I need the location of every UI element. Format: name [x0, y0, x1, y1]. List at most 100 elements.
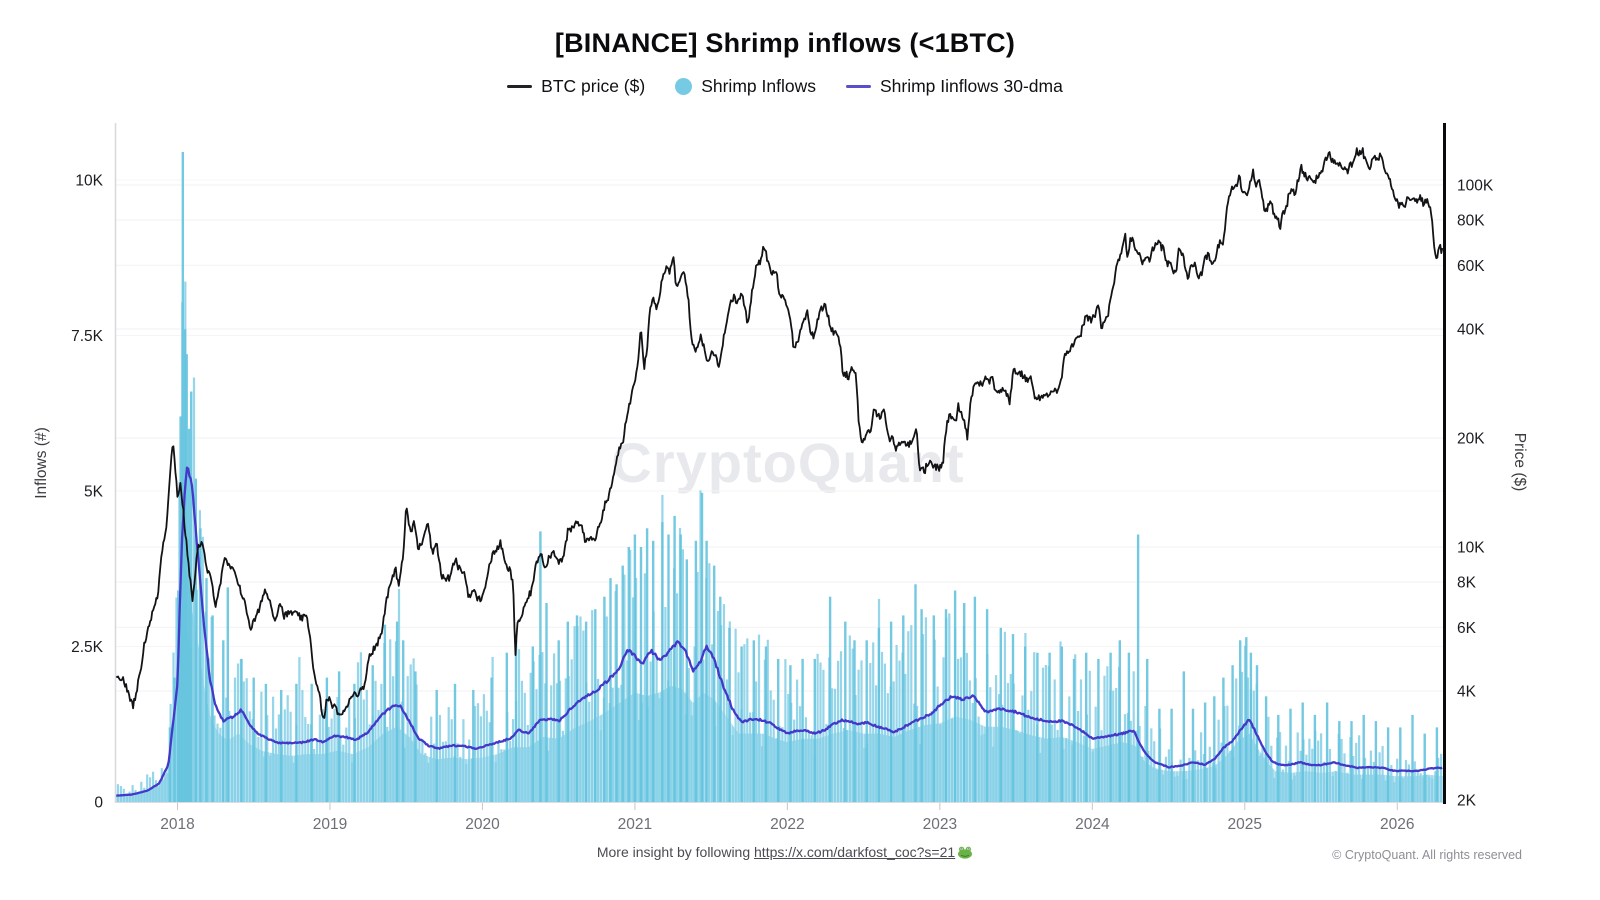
inflow-bar: [948, 613, 951, 802]
inflow-spike-bar: [813, 658, 816, 802]
inflow-spike-bar: [1277, 714, 1280, 802]
inflow-spike-bar: [1325, 702, 1329, 802]
inflow-bar: [596, 678, 600, 802]
inflow-bar: [474, 706, 477, 802]
inflow-bar: [731, 735, 734, 802]
inflow-bar: [1252, 690, 1255, 802]
inflow-bar: [971, 703, 974, 802]
inflow-bar: [348, 701, 351, 802]
inflow-bar: [798, 706, 802, 802]
inflow-bar: [1138, 725, 1141, 802]
inflow-bar: [1352, 756, 1355, 802]
inflow-spike-bar: [713, 565, 716, 802]
inflow-bar: [418, 738, 421, 802]
inflow-bar: [1396, 758, 1399, 802]
inflow-bar: [1006, 683, 1009, 802]
inflow-bar: [1331, 776, 1334, 802]
inflow-bar: [1194, 750, 1197, 802]
legend: BTC price ($) Shrimp Inflows Shrimp Iinf…: [0, 76, 1600, 97]
inflow-bar: [520, 680, 523, 802]
inflow-bar: [1077, 711, 1080, 802]
inflow-bar: [547, 750, 550, 802]
inflow-bar: [573, 626, 576, 802]
inflow-spike-bar: [584, 621, 588, 802]
inflow-bar: [913, 703, 916, 802]
inflow-spike-bar: [740, 646, 743, 802]
inflow-spike-bar: [252, 677, 255, 802]
inflow-bar: [564, 678, 567, 802]
inflow-bar: [213, 715, 216, 802]
inflow-bar: [611, 687, 614, 802]
inflow-spike-bar: [531, 646, 534, 802]
inflow-spike-bar: [1127, 652, 1131, 802]
inflow-bar: [620, 684, 623, 802]
inflow-bar: [1407, 764, 1410, 802]
inflow-bar: [696, 572, 699, 802]
inflow-spike-bar: [673, 515, 676, 802]
inflow-bar: [430, 716, 433, 802]
inflow-spike-bar: [1170, 708, 1173, 802]
x-tick-label: 2023: [923, 816, 957, 833]
inflow-spike-bar: [1146, 658, 1149, 802]
inflow-bar: [834, 688, 837, 802]
inflow-bar: [298, 657, 301, 802]
inflow-bar: [526, 725, 529, 802]
inflow-bar: [315, 739, 319, 802]
inflow-spike-bar: [615, 584, 618, 802]
inflow-spike-bar: [1301, 702, 1304, 802]
right-tick-label: 8K: [1457, 575, 1477, 592]
dot-swatch-icon: [675, 78, 693, 95]
inflow-bar: [766, 639, 769, 802]
inflow-bar: [1317, 740, 1320, 802]
inflow-bar: [523, 692, 526, 802]
inflow-bar: [1416, 769, 1419, 802]
inflow-spike-bar: [1222, 677, 1225, 802]
legend-item-30dma[interactable]: Shrimp Iinflows 30-dma: [845, 76, 1063, 97]
inflow-bar: [737, 672, 740, 802]
inflow-bar: [582, 630, 585, 802]
inflow-bar: [1434, 771, 1437, 802]
inflow-spike-bar: [661, 522, 664, 802]
inflow-spike-bar: [999, 627, 1002, 802]
inflow-spike-bar: [199, 528, 202, 802]
inflow-bar: [655, 655, 658, 802]
inflow-bar: [1123, 714, 1127, 802]
inflow-bar: [356, 662, 360, 802]
inflow-bar: [1384, 780, 1387, 802]
inflow-bar: [793, 719, 796, 802]
inflow-bar: [1343, 753, 1346, 802]
inflow-bar: [558, 680, 562, 802]
inflow-spike-bar: [944, 609, 948, 802]
inflow-bar: [216, 723, 219, 802]
inflow-bar: [591, 610, 594, 802]
inflow-bar: [1161, 774, 1165, 802]
inflow-bar: [857, 669, 860, 802]
inflow-bar: [942, 657, 945, 802]
legend-item-btc-price[interactable]: BTC price ($): [507, 76, 645, 97]
inflow-spike-bar: [1231, 665, 1234, 802]
inflow-bar: [289, 711, 292, 802]
inflow-bar: [143, 787, 146, 802]
inflow-bar: [959, 657, 963, 802]
inflow-bar: [292, 762, 295, 802]
inflow-bar: [1082, 735, 1086, 802]
inflow-bar: [825, 724, 828, 802]
inflow-bar: [362, 699, 365, 802]
inflow-bar: [845, 730, 848, 802]
inflow-bar: [1428, 776, 1431, 802]
inflow-bar: [497, 741, 500, 802]
inflow-bar: [977, 716, 980, 802]
inflow-bar: [1132, 671, 1135, 802]
footer-link[interactable]: https://x.com/darkfost_coc?s=21: [754, 844, 956, 860]
inflow-bar: [693, 646, 696, 802]
inflow-spike-bar: [395, 621, 399, 802]
inflow-spike-bar: [1203, 702, 1207, 802]
inflow-bar: [983, 733, 986, 802]
inflow-spike-bar: [310, 683, 313, 802]
inflow-bar: [1211, 762, 1214, 802]
inflow-bar: [681, 549, 684, 802]
inflow-spike-bar: [932, 615, 935, 802]
inflow-spike-bar: [1350, 721, 1353, 802]
inflow-spike-bar: [1338, 721, 1341, 802]
legend-item-shrimp-inflows[interactable]: Shrimp Inflows: [675, 76, 816, 97]
